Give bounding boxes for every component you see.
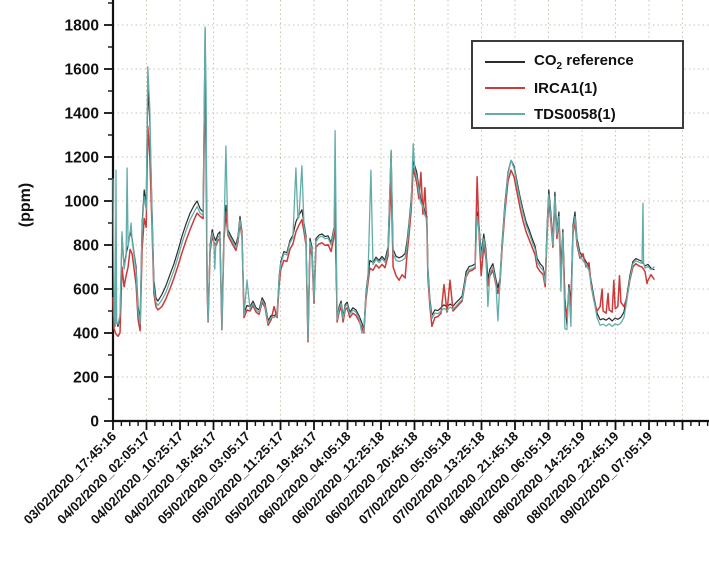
legend-item-irca1-1: IRCA1(1) <box>485 77 682 99</box>
subscript: 2 <box>556 61 563 72</box>
legend: CO2 reference IRCA1(1) TDS0058(1) <box>471 40 684 129</box>
legend-label: CO2 reference <box>534 52 634 72</box>
svg-text:0: 0 <box>90 414 99 431</box>
y-tick-labels: 0 200 400 600 800 1000 1200 1400 1600 1800 <box>65 18 99 431</box>
svg-text:600: 600 <box>73 282 99 299</box>
x-tick-labels: 03/02/2020_17:45:1604/02/2020_02:05:1704… <box>21 429 656 528</box>
svg-text:200: 200 <box>73 370 99 387</box>
legend-line-swatch <box>485 61 525 63</box>
legend-item-co2-reference: CO2 reference <box>485 51 682 73</box>
svg-text:800: 800 <box>73 238 99 255</box>
x-axis-ticks <box>112 421 709 430</box>
svg-text:1800: 1800 <box>65 18 99 35</box>
y-axis-title: (ppm) <box>17 183 34 227</box>
legend-item-tds0058-1: TDS0058(1) <box>485 103 682 125</box>
svg-text:1000: 1000 <box>65 194 99 211</box>
svg-text:1400: 1400 <box>65 106 99 123</box>
legend-label: TDS0058(1) <box>534 105 616 123</box>
legend-line-swatch <box>485 113 525 115</box>
series-tds0058-1 <box>112 26 655 341</box>
svg-text:400: 400 <box>73 326 99 343</box>
svg-text:1600: 1600 <box>65 62 99 79</box>
svg-text:1200: 1200 <box>65 150 99 167</box>
legend-label: IRCA1(1) <box>534 79 598 97</box>
legend-line-swatch <box>485 87 525 89</box>
series-lines <box>112 26 655 343</box>
y-axis-ticks <box>104 2 113 422</box>
